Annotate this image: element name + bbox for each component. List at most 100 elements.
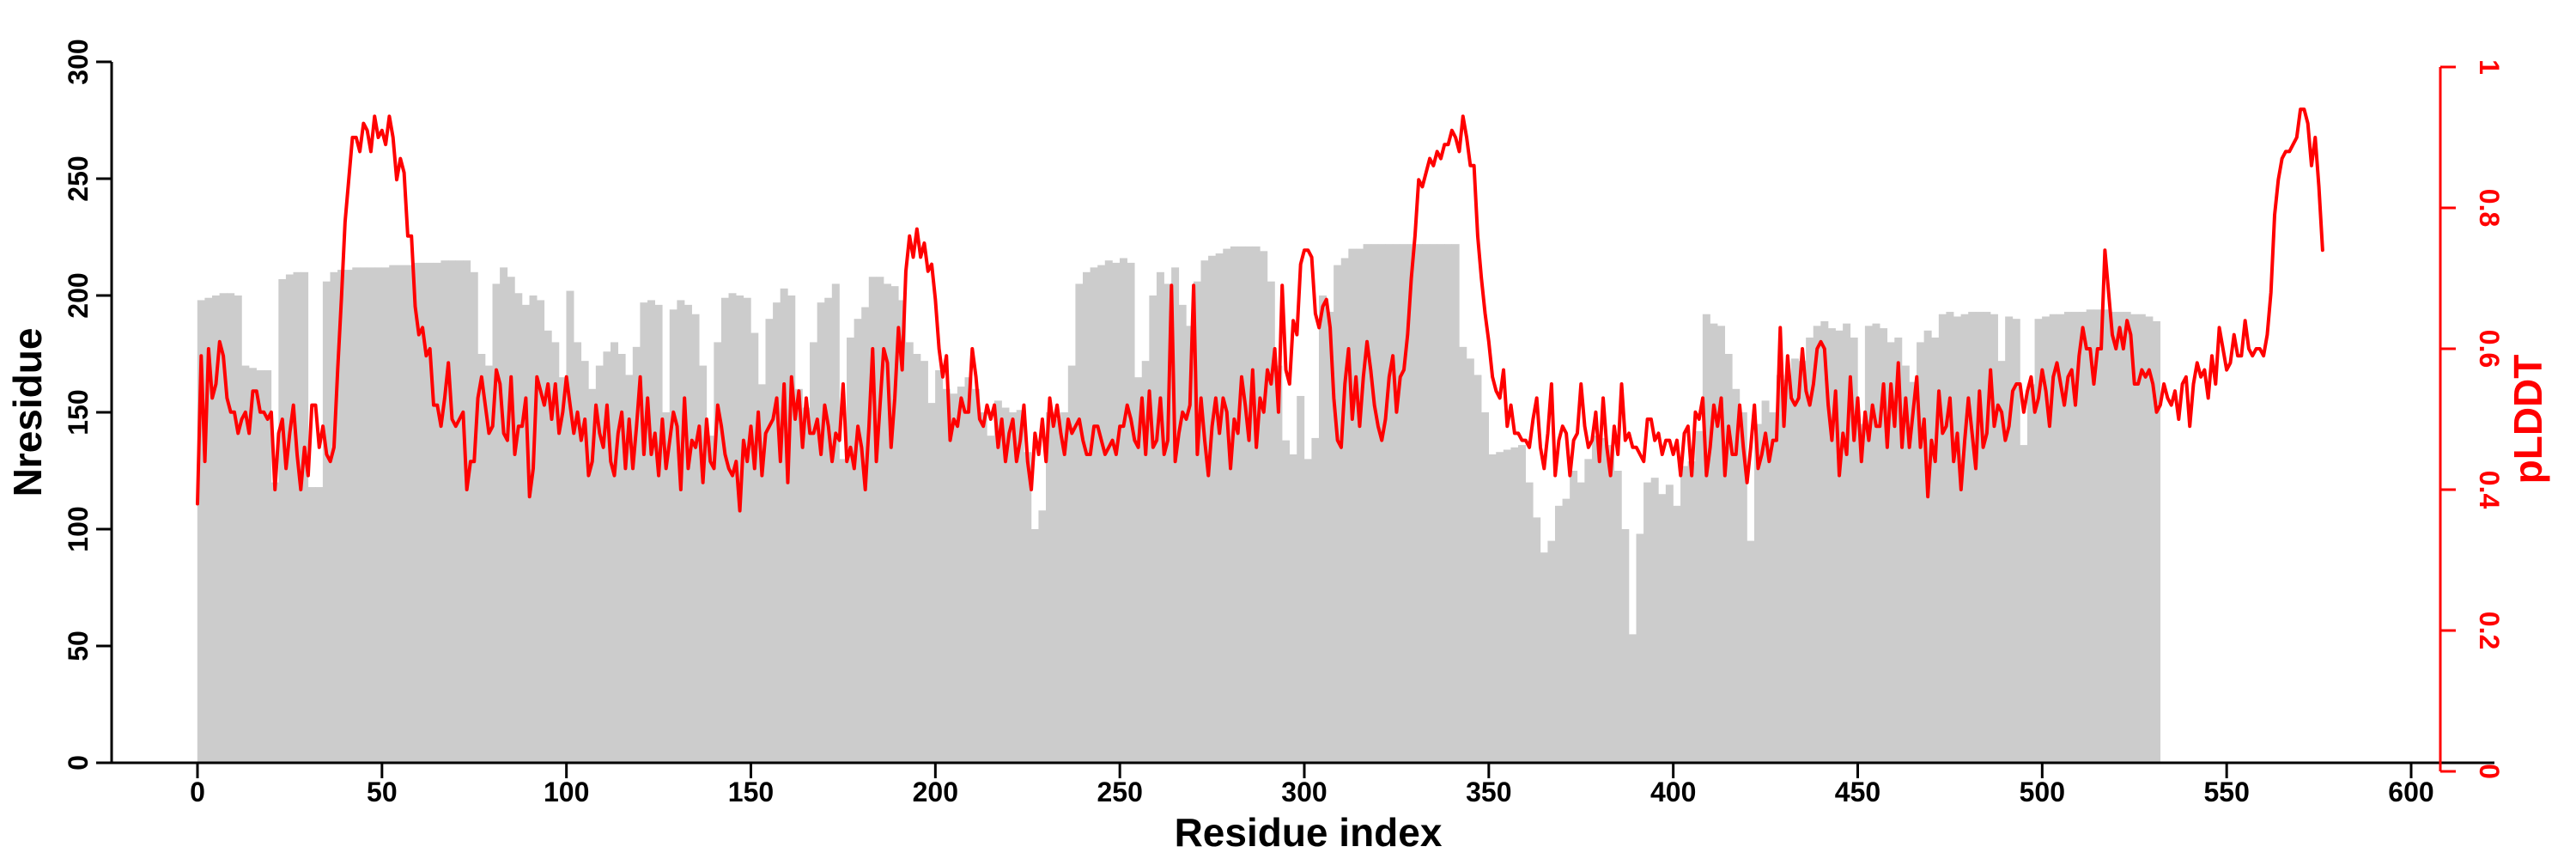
bar bbox=[1303, 459, 1312, 763]
bar bbox=[1953, 316, 1961, 764]
bar bbox=[1806, 337, 1814, 763]
bar bbox=[1171, 267, 1180, 763]
bar bbox=[699, 365, 708, 763]
bar bbox=[1695, 430, 1704, 763]
bar bbox=[1215, 253, 1224, 763]
bar bbox=[1613, 471, 1622, 763]
bar bbox=[1090, 267, 1098, 763]
x-tick-label: 250 bbox=[1097, 777, 1142, 807]
bar bbox=[1230, 246, 1238, 763]
bar bbox=[1562, 498, 1571, 763]
y2-tick-label: 0.2 bbox=[2474, 612, 2505, 649]
bar bbox=[1237, 246, 1246, 763]
bar bbox=[514, 293, 523, 763]
bar bbox=[861, 307, 870, 764]
bar bbox=[935, 370, 944, 763]
bar bbox=[1643, 482, 1652, 763]
y-axis-title: Nresidue bbox=[5, 328, 50, 497]
y2-tick-label: 0.8 bbox=[2474, 189, 2505, 227]
bar bbox=[1607, 445, 1615, 763]
bar bbox=[1997, 361, 2006, 763]
bar bbox=[1311, 437, 1320, 763]
x-tick-label: 350 bbox=[1466, 777, 1511, 807]
bar bbox=[411, 262, 419, 763]
bar bbox=[2057, 314, 2065, 763]
bar bbox=[1053, 419, 1061, 763]
bar bbox=[278, 278, 287, 764]
bar bbox=[2063, 312, 2072, 763]
y2-tick-label: 0.4 bbox=[2474, 471, 2505, 509]
bar bbox=[580, 361, 589, 763]
bar bbox=[1163, 283, 1172, 763]
bar bbox=[484, 365, 493, 763]
bar bbox=[2093, 309, 2102, 763]
bar bbox=[1488, 454, 1497, 763]
bar bbox=[979, 412, 987, 763]
bar bbox=[1422, 244, 1431, 763]
bar bbox=[1149, 295, 1157, 763]
bar bbox=[1547, 540, 1556, 763]
bar bbox=[1083, 271, 1091, 763]
bar bbox=[683, 304, 692, 763]
bar bbox=[964, 377, 973, 763]
bar bbox=[876, 277, 884, 763]
bar bbox=[204, 297, 213, 764]
bar bbox=[1702, 314, 1710, 763]
bar bbox=[1377, 244, 1386, 763]
bar bbox=[2049, 314, 2057, 763]
bar bbox=[307, 487, 316, 763]
bar bbox=[1886, 342, 1895, 763]
bar bbox=[1710, 323, 1718, 763]
bar bbox=[1481, 412, 1490, 763]
x-tick-label: 500 bbox=[2020, 777, 2065, 807]
bar bbox=[1909, 381, 1917, 763]
bar bbox=[396, 265, 404, 763]
bar bbox=[1835, 330, 1844, 763]
bar bbox=[447, 260, 456, 763]
bar bbox=[1503, 449, 1511, 763]
bar bbox=[1621, 529, 1630, 763]
bar bbox=[1850, 337, 1858, 763]
bar bbox=[824, 297, 833, 764]
bar bbox=[831, 283, 840, 763]
bar bbox=[2123, 312, 2131, 763]
bar bbox=[2020, 445, 2028, 763]
bar bbox=[2130, 314, 2139, 763]
bar bbox=[1946, 312, 1954, 763]
bar bbox=[1975, 312, 1984, 763]
bar bbox=[757, 384, 766, 763]
x-tick-label: 600 bbox=[2388, 777, 2433, 807]
bar bbox=[1783, 379, 1792, 763]
bar bbox=[2012, 319, 2020, 763]
bar bbox=[714, 342, 722, 763]
bar bbox=[1798, 361, 1807, 763]
bar bbox=[389, 265, 398, 763]
bar bbox=[868, 277, 877, 763]
bar bbox=[1414, 244, 1423, 763]
bar bbox=[1459, 346, 1467, 763]
bar bbox=[1134, 377, 1143, 763]
bar bbox=[1208, 255, 1217, 763]
bar bbox=[1260, 251, 1268, 763]
bar bbox=[720, 297, 729, 764]
bar bbox=[1665, 484, 1674, 763]
bar bbox=[285, 274, 294, 763]
bar bbox=[2145, 316, 2154, 764]
bar bbox=[227, 293, 235, 763]
bar bbox=[913, 354, 921, 763]
bar bbox=[1518, 445, 1526, 763]
bar bbox=[632, 346, 641, 763]
bar bbox=[654, 304, 663, 763]
bar bbox=[920, 361, 928, 763]
bar bbox=[1016, 410, 1024, 763]
bar bbox=[455, 260, 464, 763]
bar bbox=[256, 370, 264, 763]
bar bbox=[1931, 337, 1940, 763]
y2-tick-label: 0 bbox=[2474, 764, 2505, 779]
bar bbox=[470, 271, 478, 763]
bar bbox=[270, 482, 279, 763]
bar bbox=[2026, 384, 2035, 763]
bar bbox=[2071, 312, 2080, 763]
bar bbox=[315, 487, 324, 763]
x-tick-label: 200 bbox=[913, 777, 958, 807]
